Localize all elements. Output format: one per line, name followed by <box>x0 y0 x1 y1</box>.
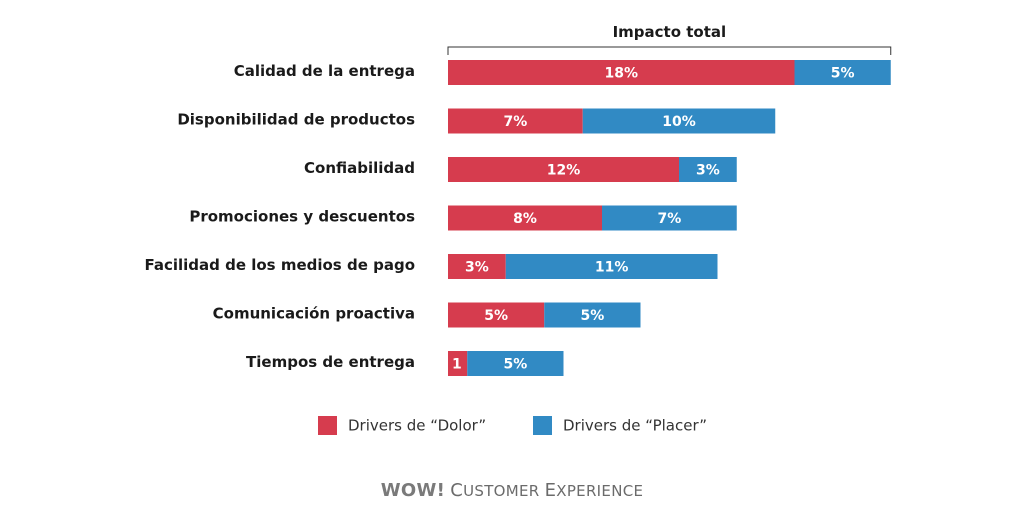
bar-placer <box>794 60 891 85</box>
bar-placer <box>582 108 776 134</box>
bar-value-label: 1 <box>452 357 462 373</box>
category-label: Tiempos de entrega <box>246 353 415 371</box>
bar-value-label: 11% <box>595 260 629 276</box>
bar-dolor <box>448 302 545 328</box>
bar-value-label: 5% <box>580 308 604 324</box>
bar-placer <box>544 302 641 328</box>
bar-value-label: 5% <box>484 308 508 324</box>
bar-dolor <box>448 205 602 231</box>
category-label: Calidad de la entrega <box>234 62 415 80</box>
bar-value-label: 3% <box>465 260 489 276</box>
category-label: Confiabilidad <box>304 159 415 177</box>
bar-dolor <box>448 351 468 376</box>
brand-logo: WOW! CUSTOMER EXPERIENCE <box>0 480 1024 501</box>
bar-value-label: 3% <box>696 163 720 179</box>
bar-placer <box>602 205 737 231</box>
brand-xperience: XPERIENCE <box>556 482 644 500</box>
category-label: Promociones y descuentos <box>189 208 415 226</box>
bar-value-label: 5% <box>831 66 855 82</box>
brand-e: E <box>544 480 557 501</box>
bar-dolor <box>448 108 583 134</box>
bar-value-label: 12% <box>547 163 581 179</box>
category-label: Comunicación proactiva <box>213 305 415 323</box>
bar-value-label: 10% <box>662 114 696 130</box>
bar-placer <box>505 254 718 279</box>
title-bracket <box>447 46 892 55</box>
legend-swatch-dolor <box>318 416 337 435</box>
brand-wow: WOW! <box>380 480 446 501</box>
brand-c: C <box>450 480 464 501</box>
category-label: Disponibilidad de productos <box>177 111 415 129</box>
bar-dolor <box>448 60 795 85</box>
bar-value-label: 18% <box>604 66 638 82</box>
brand-ustomer: USTOMER <box>463 482 545 500</box>
stacked-bar-chart: Impacto total Calidad de la entrega Dispo… <box>144 23 892 435</box>
bar-dolor <box>448 157 679 182</box>
legend-label-placer: Drivers de “Placer” <box>563 417 707 435</box>
bar-value-label: 7% <box>657 211 681 227</box>
category-label: Facilidad de los medios de pago <box>144 256 415 274</box>
legend-swatch-placer <box>533 416 552 435</box>
chart-title: Impacto total <box>613 23 727 41</box>
bar-value-label: 7% <box>503 114 527 130</box>
bar-dolor <box>448 254 506 279</box>
legend-label-dolor: Drivers de “Dolor” <box>348 417 486 435</box>
bar-placer <box>467 351 564 376</box>
bar-value-label: 5% <box>503 357 527 373</box>
bar-placer <box>679 157 737 182</box>
bar-value-label: 8% <box>513 211 537 227</box>
